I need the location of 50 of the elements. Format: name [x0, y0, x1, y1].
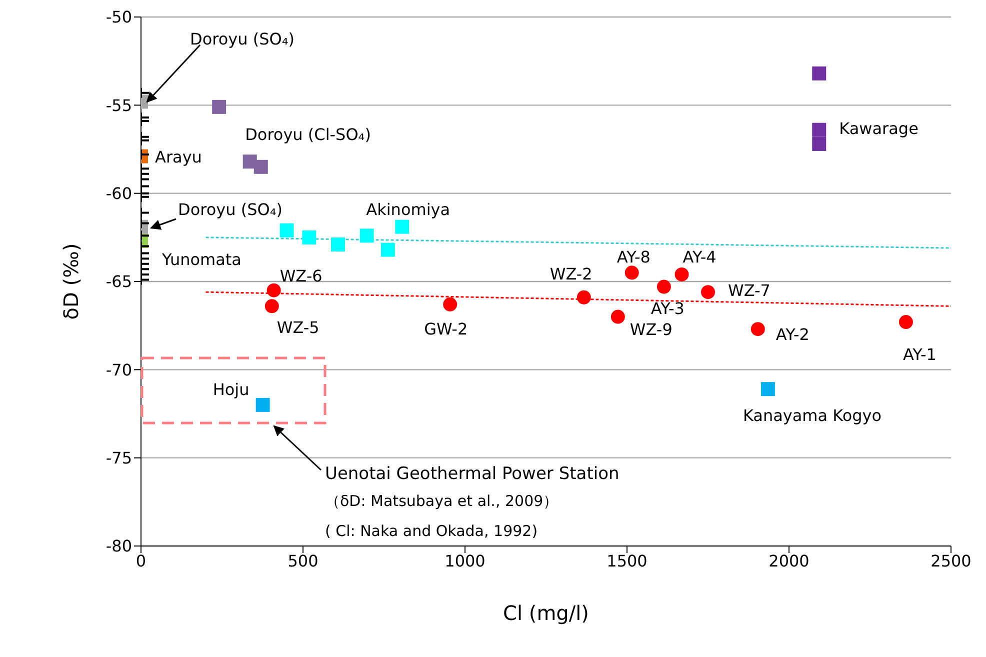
annotation: Akinomiya	[366, 200, 450, 219]
x-tick-label: 500	[288, 551, 318, 570]
point	[610, 310, 625, 324]
annotation: Kanayama Kogyo	[742, 406, 882, 426]
annotation: Doroyu (SO₄)	[178, 200, 282, 219]
annotation: WZ-7	[728, 281, 770, 300]
point	[812, 66, 826, 80]
annotation: Doroyu (SO₄)	[190, 30, 294, 49]
annotation: Hoju	[212, 380, 250, 399]
y-tick-label: -55	[106, 96, 132, 115]
x-tick-label: 0	[136, 551, 146, 570]
y-tick-label: -60	[106, 184, 132, 204]
annotation: Kawarage	[839, 118, 918, 138]
point	[898, 315, 913, 330]
annotation: WZ-6	[280, 266, 322, 286]
point	[674, 267, 689, 282]
y-tick-label: -70	[106, 360, 132, 380]
point	[812, 136, 826, 151]
x-tick-label: 1500	[606, 551, 648, 570]
x-tick-label: 2000	[768, 551, 810, 570]
annotation: ( Cl: Naka and Okada, 1992)	[325, 522, 538, 540]
annotation: AY-1	[902, 345, 936, 364]
annotation: AY-3	[650, 298, 684, 318]
y-axis-title: δD (‰)	[59, 243, 84, 320]
y-tick-label: -50	[106, 8, 132, 27]
x-tick-label: 1000	[444, 551, 486, 570]
annotation: Yunomata	[161, 250, 242, 269]
point	[701, 285, 715, 300]
annotation: AY-4	[682, 247, 716, 266]
annotation: GW-2	[424, 319, 468, 338]
point	[576, 290, 591, 304]
point	[750, 322, 765, 336]
annotation: AY-2	[776, 325, 810, 344]
annotation: WZ-5	[276, 318, 320, 338]
y-tick-label: -75	[106, 448, 132, 468]
y-tick-label: -80	[106, 536, 132, 556]
annotation: Arayu	[155, 147, 202, 166]
annotation: AY-8	[616, 248, 650, 267]
annotation: WZ-9	[630, 320, 672, 339]
point	[624, 266, 639, 280]
point	[812, 122, 826, 137]
x-tick-label: 2500	[930, 551, 972, 570]
point	[656, 280, 671, 294]
annotation: （δD: Matsubaya et al., 2009）	[325, 492, 558, 511]
annotation: Uenotai Geothermal Power Station	[325, 464, 620, 484]
point	[760, 382, 775, 396]
annotation: WZ-2	[550, 264, 592, 284]
y-tick-label: -65	[106, 272, 132, 292]
x-axis-title: Cl (mg/l)	[503, 601, 589, 626]
annotation: Doroyu (Cl-SO₄)	[245, 124, 371, 144]
